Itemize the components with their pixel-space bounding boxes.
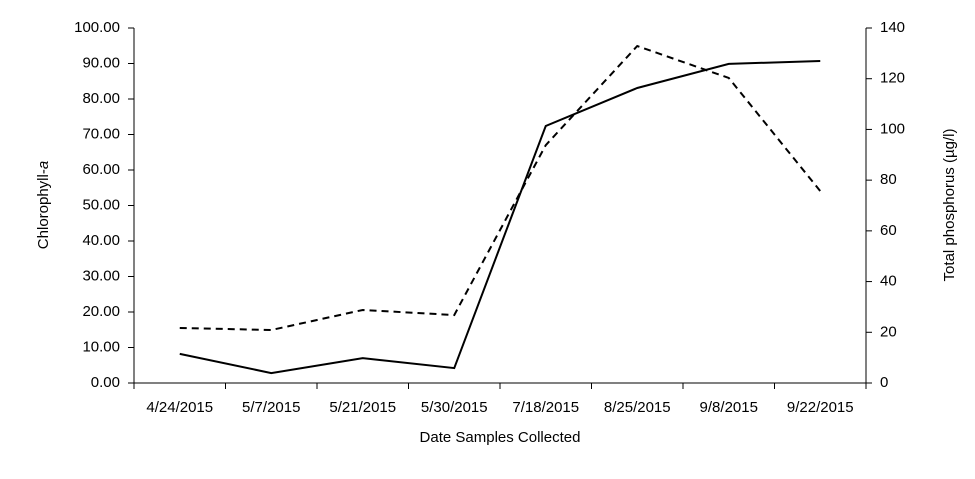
y-tick-label: 30.00: [82, 267, 120, 284]
x-axis-label: Date Samples Collected: [420, 429, 581, 446]
y2-tick-label: 120: [880, 70, 905, 87]
y-tick-label: 60.00: [82, 161, 120, 178]
y-tick-label: 90.00: [82, 54, 120, 71]
x-tick-label: 5/21/2015: [329, 399, 396, 416]
y-tick-label: 10.00: [82, 338, 120, 355]
y-tick-label: 20.00: [82, 303, 120, 320]
x-tick-label: 5/7/2015: [242, 399, 300, 416]
x-tick-label: 8/25/2015: [604, 399, 671, 416]
y2-tick-label: 40: [880, 273, 897, 290]
x-tick-label: 9/8/2015: [700, 399, 758, 416]
line-series: [179, 44, 822, 332]
y2-axis-label: Total phosphorus (µg/l): [941, 129, 958, 282]
x-tick-label: 7/18/2015: [512, 399, 579, 416]
y-axis-label-text: Chlorophyll-: [35, 169, 52, 249]
y-tick-label: 70.00: [82, 125, 120, 142]
y2-tick-label: 140: [880, 19, 905, 36]
line-series: [179, 60, 821, 375]
x-tick-label: 4/24/2015: [146, 399, 213, 416]
y2-tick-label: 100: [880, 120, 905, 137]
y-tick-label: 0.00: [91, 374, 120, 391]
y-axis-label: Chlorophyll-a: [35, 161, 52, 249]
y2-tick-label: 0: [880, 374, 888, 391]
y-tick-label: 40.00: [82, 232, 120, 249]
x-tick-label: 5/30/2015: [421, 399, 488, 416]
x-tick-label: 9/22/2015: [787, 399, 854, 416]
y2-tick-label: 80: [880, 171, 897, 188]
y-tick-label: 50.00: [82, 196, 120, 213]
y-tick-label: 80.00: [82, 90, 120, 107]
y2-tick-label: 60: [880, 222, 897, 239]
y-tick-label: 100.00: [74, 19, 120, 36]
y-axis-label-italic: a: [35, 161, 52, 169]
y2-tick-label: 20: [880, 323, 897, 340]
